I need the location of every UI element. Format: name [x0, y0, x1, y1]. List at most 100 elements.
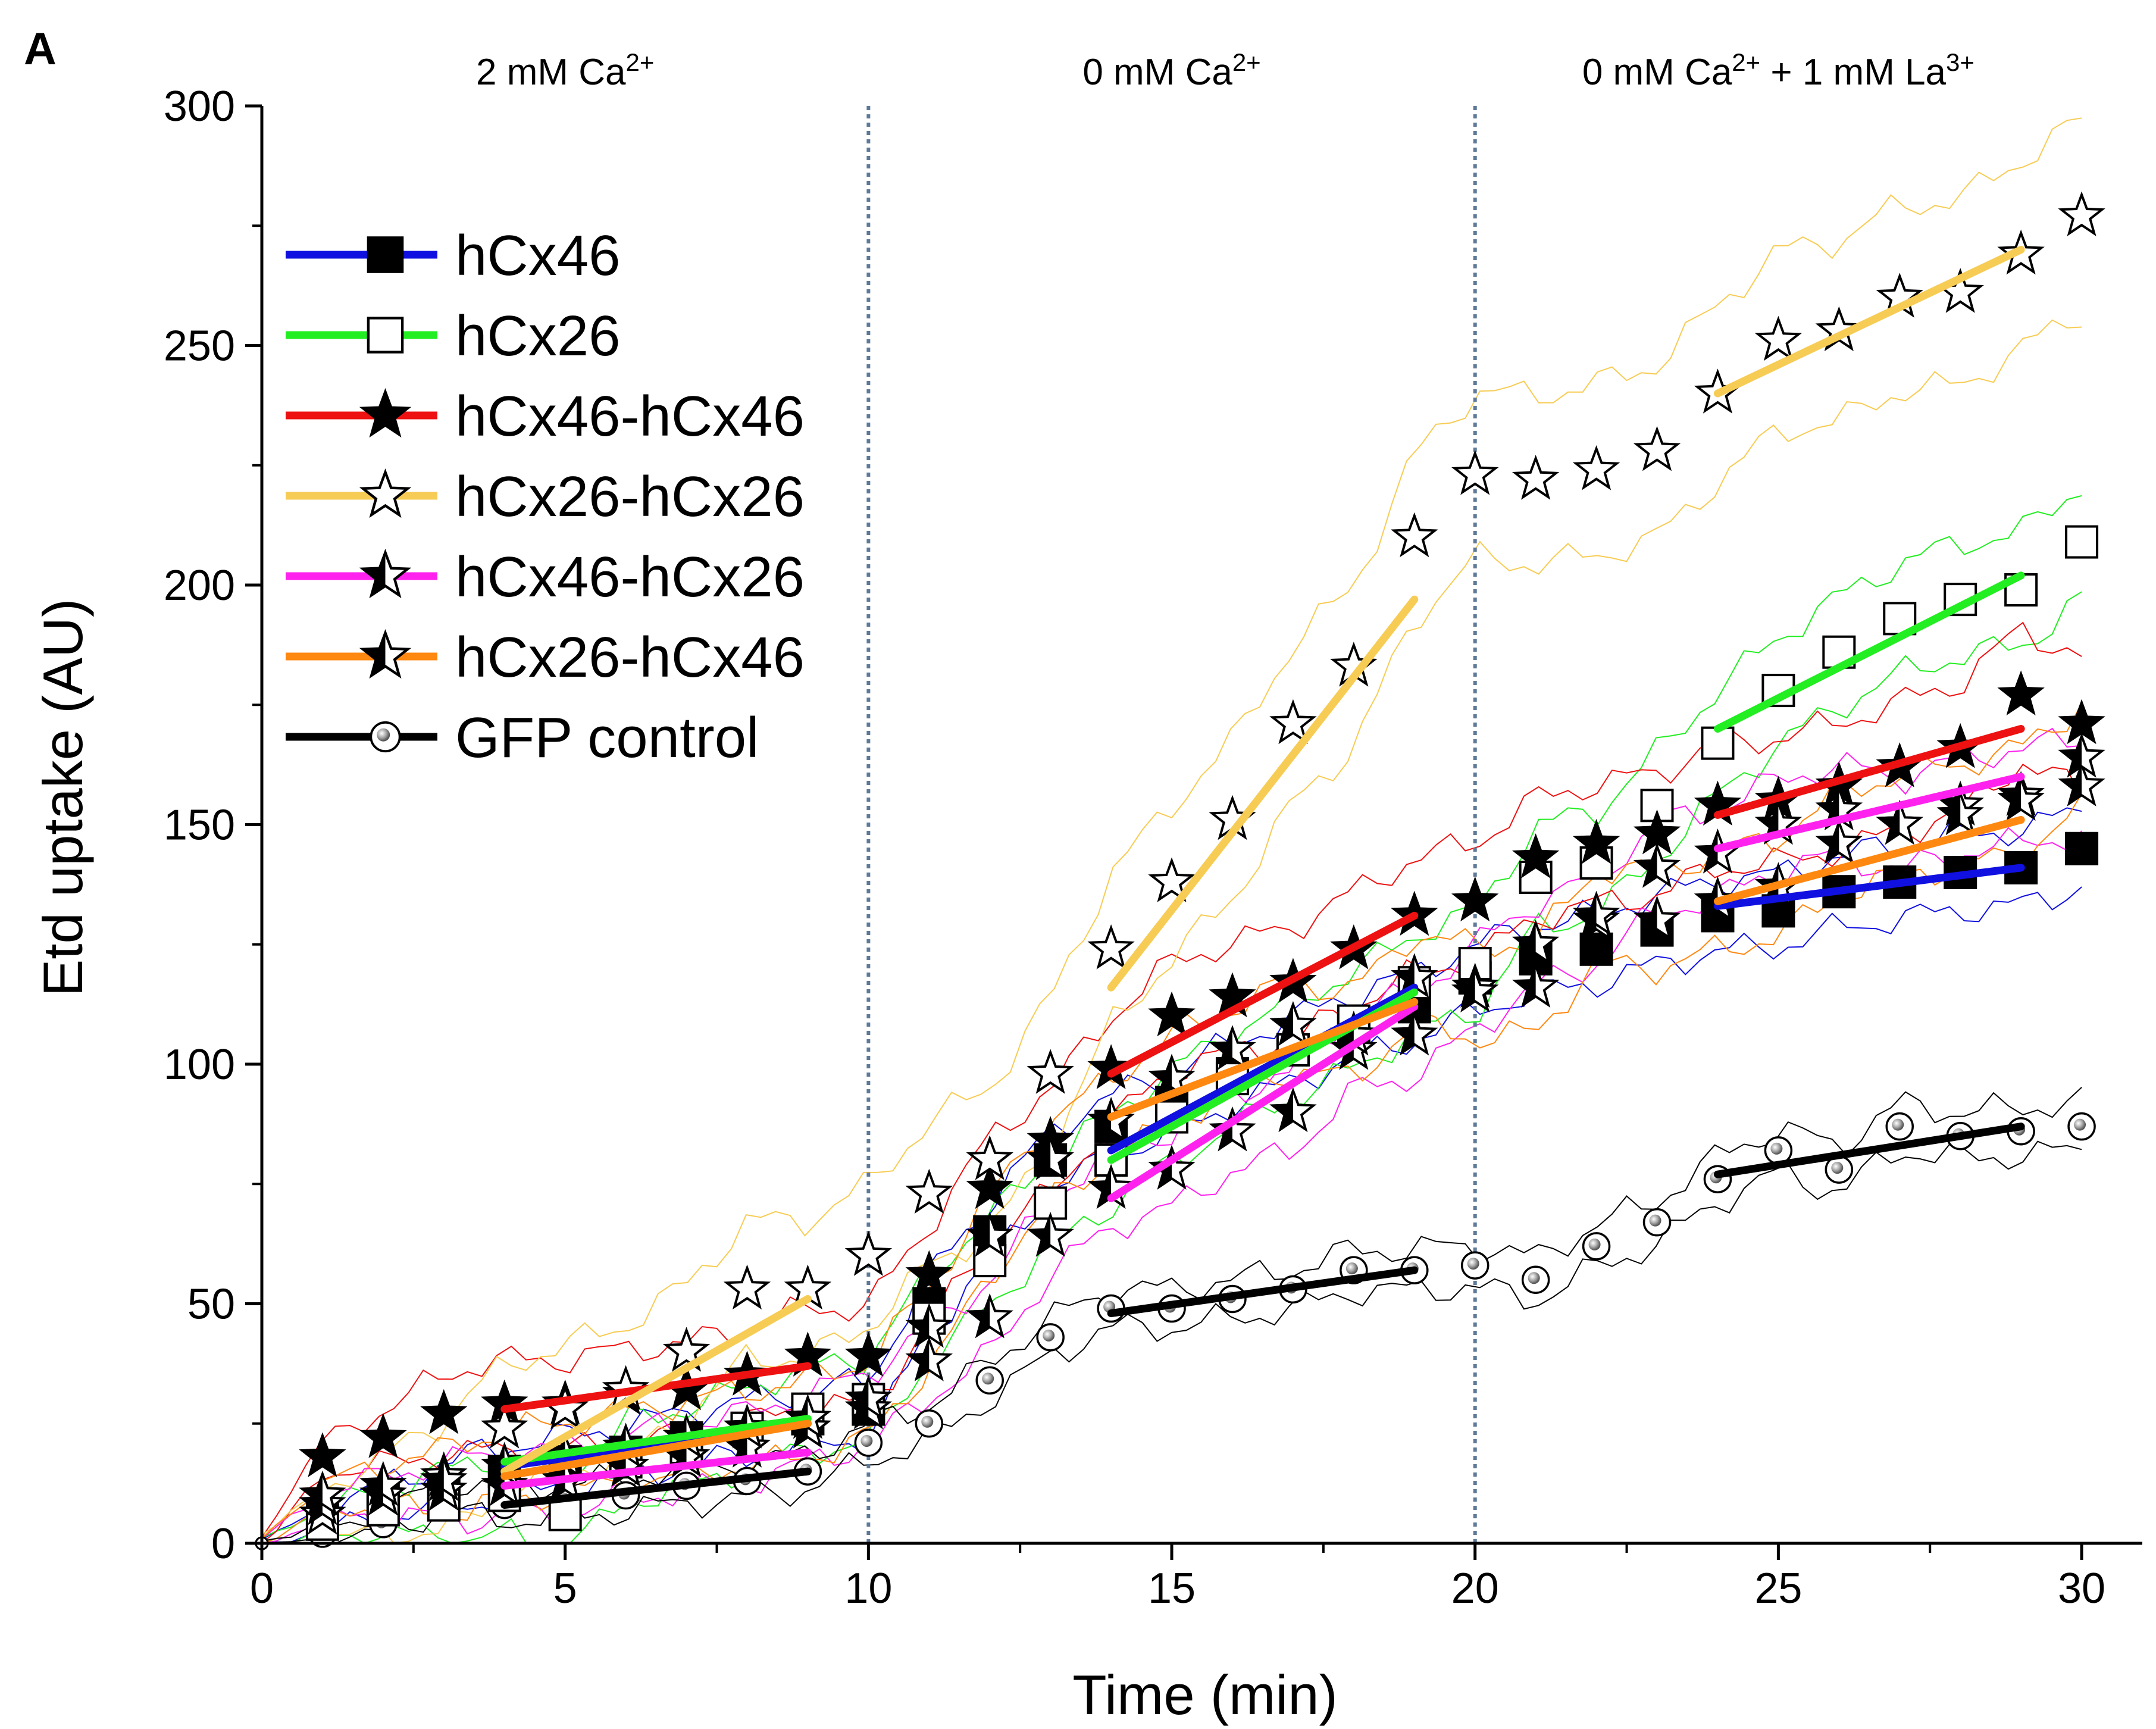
- point-hcx26-30: [2065, 525, 2099, 559]
- band-hcx46-hcx46-upper: [261, 621, 2082, 1538]
- point-hcx46-hcx46-22: [1572, 818, 1620, 864]
- point-gfp-control-21: [1521, 1265, 1550, 1294]
- point-hcx46-hcx46-21: [1512, 833, 1560, 878]
- band-hcx26-hcx46-upper: [261, 702, 2082, 1539]
- legend-marker-hcx46-hcx46: [359, 388, 412, 438]
- y-tick-label-250: 250: [164, 323, 235, 370]
- point-hcx26-5: [548, 1497, 582, 1531]
- point-hcx26-hcx46-29: [1997, 776, 2045, 821]
- point-hcx26-hcx26-4: [481, 1403, 528, 1449]
- fit-hcx46-hcx26-2: [1713, 773, 2025, 853]
- legend-item-hcx46: hCx46: [286, 224, 621, 287]
- point-hcx46-22: [1579, 932, 1613, 966]
- point-hcx46-hcx26-21: [1512, 919, 1560, 965]
- point-hcx46-30: [2065, 831, 2099, 865]
- point-hcx46-hcx26-17: [1269, 1087, 1317, 1133]
- region-labels: 2 mM Ca2+ 0 mM Ca2+ 0 mM Ca2+ + 1 mM La3+: [476, 48, 1974, 93]
- fit-hcx26-hcx46-1: [1107, 998, 1419, 1121]
- point-hcx26-hcx26-25: [1754, 315, 1803, 361]
- region-dividers: [866, 106, 1477, 1543]
- fit-gfp-control-2: [1713, 1123, 2025, 1178]
- x-tick-label-30: 30: [2058, 1565, 2105, 1612]
- point-hcx26-hcx26-21: [1512, 455, 1560, 500]
- point-hcx46-hcx26-19: [1391, 1010, 1438, 1056]
- y-tick-label-150: 150: [164, 802, 235, 849]
- point-hcx26-hcx46-23: [1633, 895, 1681, 941]
- point-hcx26-hcx26-7: [662, 1327, 711, 1372]
- point-gfp-control-26: [1825, 1155, 1854, 1184]
- fit-hcx26-hcx26-2: [1713, 246, 2025, 398]
- legend-item-hcx26: hCx26: [286, 304, 621, 368]
- x-tick-label-10: 10: [844, 1565, 892, 1612]
- legend-marker-hcx26: [367, 317, 404, 354]
- point-hcx26-hcx26-19: [1391, 512, 1438, 558]
- x-tick-label-15: 15: [1148, 1565, 1196, 1612]
- x-tick-label-20: 20: [1451, 1565, 1499, 1612]
- point-hcx26-hcx46-1: [299, 1470, 346, 1516]
- region-label-0: 2 mM Ca2+: [476, 48, 654, 93]
- point-hcx46-hcx46-20: [1451, 876, 1499, 922]
- point-hcx46-hcx46-29: [1997, 670, 2045, 715]
- fit-hcx46-hcx26-0: [500, 1448, 812, 1490]
- legend-item-gfp-control: GFP control: [286, 706, 759, 770]
- point-gfp-control-22: [1582, 1232, 1611, 1261]
- point-gfp-control-12: [975, 1366, 1004, 1395]
- fit-hcx26-hcx26-1: [1107, 595, 1419, 992]
- point-hcx46-hcx46-12: [966, 1164, 1013, 1209]
- point-hcx46-hcx26-30: [2058, 761, 2105, 806]
- point-hcx26-29: [2004, 573, 2038, 607]
- band-hcx26-hcx26-upper: [261, 117, 2082, 1536]
- point-gfp-control-23: [1642, 1208, 1672, 1237]
- point-hcx26-hcx26-12: [966, 1135, 1013, 1180]
- x-axis-title: Time (min): [1072, 1664, 1338, 1726]
- legend-marker-hcx26-hcx46: [359, 629, 412, 679]
- fit-hcx46-2: [1713, 864, 2025, 910]
- fit-hcx26-hcx46-0: [500, 1420, 812, 1480]
- fit-hcx46-hcx26-1: [1107, 1002, 1419, 1202]
- legend-item-hcx26-hcx46: hCx26-hCx46: [286, 626, 805, 689]
- point-hcx26-hcx26-14: [1087, 924, 1135, 970]
- x-tick-label-25: 25: [1754, 1565, 1802, 1612]
- point-hcx46-hcx46-15: [1148, 991, 1196, 1037]
- legend: hCx46 hCx26 hCx46-hCx46 hCx26-hCx26 hCx46-hC…: [286, 224, 805, 770]
- point-hcx26-hcx26-22: [1572, 445, 1620, 490]
- x-tick-label-5: 5: [553, 1565, 577, 1612]
- x-tick-label-0: 0: [250, 1565, 274, 1612]
- point-hcx26-hcx26-15: [1148, 857, 1196, 902]
- legend-label-hcx26-hcx26: hCx26-hCx26: [455, 465, 805, 529]
- point-hcx26-hcx46-15: [1148, 1053, 1196, 1099]
- legend-marker-hcx46-hcx26: [359, 549, 412, 599]
- fit-gfp-control-1: [1107, 1266, 1419, 1318]
- region-label-2: 0 mM Ca2+ + 1 mM La3+: [1582, 48, 1974, 93]
- fit-hcx26-2: [1713, 571, 2025, 733]
- point-hcx46-hcx26-11: [905, 1336, 953, 1381]
- point-hcx46-hcx46-3: [420, 1389, 468, 1434]
- legend-item-hcx46-hcx46: hCx46-hCx46: [286, 384, 805, 448]
- point-hcx26-hcx46-27: [1876, 799, 1923, 845]
- fit-hcx46-1: [1107, 983, 1419, 1155]
- y-axis-title: Etd uptake (AU): [32, 599, 94, 997]
- point-hcx26-hcx26-17: [1269, 699, 1317, 745]
- point-hcx26-hcx46-3: [420, 1456, 468, 1502]
- legend-item-hcx26-hcx26: hCx26-hCx26: [286, 465, 805, 529]
- point-gfp-control-11: [915, 1409, 944, 1438]
- point-hcx26-hcx26-11: [905, 1168, 953, 1214]
- point-hcx26-hcx46-21: [1512, 962, 1560, 1008]
- y-tick-label-0: 0: [211, 1520, 235, 1568]
- fit-gfp-control-0: [500, 1467, 812, 1509]
- point-hcx26-hcx46-30: [2058, 733, 2105, 778]
- point-hcx46-hcx46-10: [844, 1331, 893, 1377]
- point-hcx26-hcx46-16: [1209, 1025, 1256, 1070]
- point-hcx26-hcx46-20: [1451, 967, 1499, 1013]
- point-hcx26-hcx26-23: [1633, 426, 1681, 471]
- point-hcx46-hcx46-1: [299, 1432, 346, 1477]
- y-tick-label-200: 200: [164, 562, 235, 609]
- region-label-1: 0 mM Ca2+: [1082, 48, 1260, 93]
- point-hcx26-hcx46-17: [1269, 1000, 1317, 1046]
- point-hcx26-24: [1701, 726, 1735, 760]
- point-gfp-control-10: [854, 1428, 883, 1457]
- legend-label-gfp-control: GFP control: [455, 706, 759, 770]
- y-tick-label-50: 50: [187, 1281, 235, 1328]
